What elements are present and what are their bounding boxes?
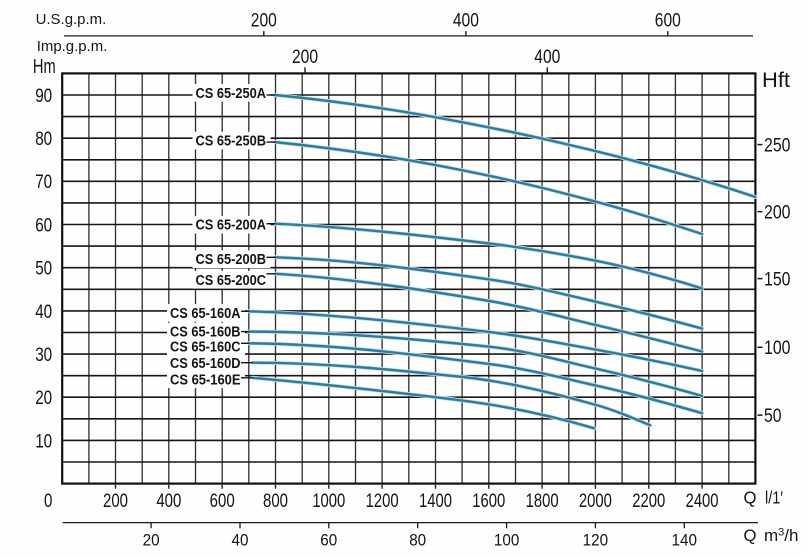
svg-text:90: 90 <box>35 85 52 107</box>
svg-text:Hm: Hm <box>33 56 56 78</box>
svg-text:200: 200 <box>764 202 791 224</box>
svg-text:40: 40 <box>232 530 249 549</box>
svg-text:30: 30 <box>35 344 52 366</box>
svg-text:600: 600 <box>655 9 681 31</box>
svg-text:120: 120 <box>583 530 609 549</box>
svg-text:CS 65-250A: CS 65-250A <box>196 86 267 102</box>
svg-text:60: 60 <box>35 214 52 236</box>
svg-text:50: 50 <box>35 258 52 280</box>
svg-text:CS 65-250B: CS 65-250B <box>196 134 267 150</box>
svg-text:U.S.g.p.m.: U.S.g.p.m. <box>36 11 107 28</box>
svg-text:Q: Q <box>744 488 757 508</box>
svg-text:2000: 2000 <box>579 491 612 512</box>
svg-text:10: 10 <box>35 430 52 452</box>
svg-text:1600: 1600 <box>472 491 505 512</box>
svg-text:200: 200 <box>103 491 128 512</box>
svg-text:400: 400 <box>453 9 479 31</box>
svg-text:60: 60 <box>320 530 337 549</box>
svg-text:80: 80 <box>409 530 426 549</box>
svg-text:200: 200 <box>251 9 277 31</box>
svg-text:0: 0 <box>44 491 52 512</box>
svg-text:CS 65-160C: CS 65-160C <box>170 340 241 356</box>
svg-text:2400: 2400 <box>686 491 719 512</box>
svg-text:1800: 1800 <box>526 491 559 512</box>
svg-text:150: 150 <box>764 269 791 291</box>
svg-text:20: 20 <box>143 530 160 549</box>
svg-text:Hft: Hft <box>762 69 790 92</box>
svg-text:1400: 1400 <box>419 491 452 512</box>
svg-text:m3/h: m3/h <box>764 526 798 545</box>
svg-text:140: 140 <box>672 530 698 549</box>
svg-text:2200: 2200 <box>632 491 665 512</box>
svg-text:CS 65-200A: CS 65-200A <box>196 218 267 234</box>
svg-text:600: 600 <box>210 491 235 512</box>
svg-text:CS 65-160B: CS 65-160B <box>170 325 241 341</box>
svg-text:CS 65-160E: CS 65-160E <box>170 372 241 388</box>
svg-text:20: 20 <box>35 387 52 409</box>
svg-text:1200: 1200 <box>366 491 399 512</box>
svg-text:Q: Q <box>744 526 757 545</box>
svg-text:CS 65-160D: CS 65-160D <box>170 356 241 372</box>
svg-text:1000: 1000 <box>312 491 345 512</box>
svg-text:CS 65-200B: CS 65-200B <box>196 252 267 268</box>
svg-text:200: 200 <box>292 46 318 68</box>
svg-text:70: 70 <box>35 171 52 193</box>
svg-text:100: 100 <box>764 337 791 359</box>
svg-text:250: 250 <box>764 135 791 157</box>
svg-text:80: 80 <box>35 128 52 150</box>
svg-text:800: 800 <box>263 491 288 512</box>
svg-text:400: 400 <box>156 491 181 512</box>
svg-text:50: 50 <box>764 405 782 427</box>
svg-text:CS 65-160A: CS 65-160A <box>170 306 241 322</box>
svg-text:100: 100 <box>494 530 520 549</box>
svg-text:40: 40 <box>35 301 52 323</box>
svg-text:l/1′: l/1′ <box>765 488 783 508</box>
svg-text:400: 400 <box>534 46 560 68</box>
svg-text:Imp.g.p.m.: Imp.g.p.m. <box>37 38 108 55</box>
svg-text:CS 65-200C: CS 65-200C <box>196 273 267 289</box>
